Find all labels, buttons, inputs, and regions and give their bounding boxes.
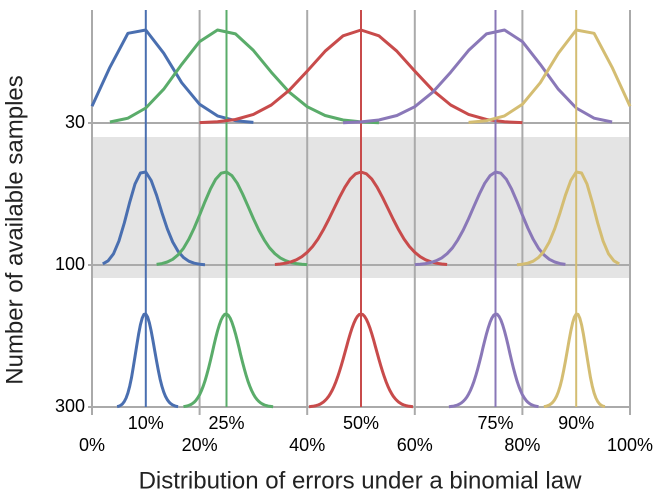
distribution-curve bbox=[183, 312, 274, 409]
distribution-curve bbox=[308, 312, 414, 409]
distribution-curve bbox=[102, 170, 206, 267]
distribution-curve bbox=[274, 170, 448, 266]
rate-label: 10% bbox=[128, 413, 164, 433]
distribution-curve bbox=[468, 28, 632, 124]
distribution-curve bbox=[109, 28, 379, 125]
x-tick-label: 0% bbox=[79, 435, 105, 455]
y-tick-label: 300 bbox=[55, 396, 85, 416]
x-tick-label: 40% bbox=[289, 435, 325, 455]
x-tick-label: 60% bbox=[397, 435, 433, 455]
distribution-curve bbox=[414, 170, 566, 267]
distribution-curve bbox=[343, 28, 613, 125]
x-tick-label: 80% bbox=[504, 435, 540, 455]
x-tick-label: 100% bbox=[607, 435, 653, 455]
distribution-curve bbox=[116, 312, 179, 409]
y-axis-title: Number of available samples bbox=[1, 75, 28, 384]
x-axis-title: Distribution of errors under a binomial … bbox=[139, 467, 583, 494]
distribution-curve bbox=[156, 170, 308, 267]
rate-label: 90% bbox=[558, 413, 594, 433]
rate-label: 25% bbox=[208, 413, 244, 433]
y-tick-label: 100 bbox=[55, 254, 85, 274]
rate-label: 75% bbox=[477, 413, 513, 433]
rate-label: 50% bbox=[343, 413, 379, 433]
distribution-curve bbox=[543, 312, 606, 409]
y-tick-label: 30 bbox=[65, 112, 85, 132]
distribution-curve bbox=[199, 28, 523, 125]
x-tick-label: 20% bbox=[182, 435, 218, 455]
distribution-curve bbox=[448, 312, 539, 409]
distribution-curve bbox=[516, 170, 620, 267]
